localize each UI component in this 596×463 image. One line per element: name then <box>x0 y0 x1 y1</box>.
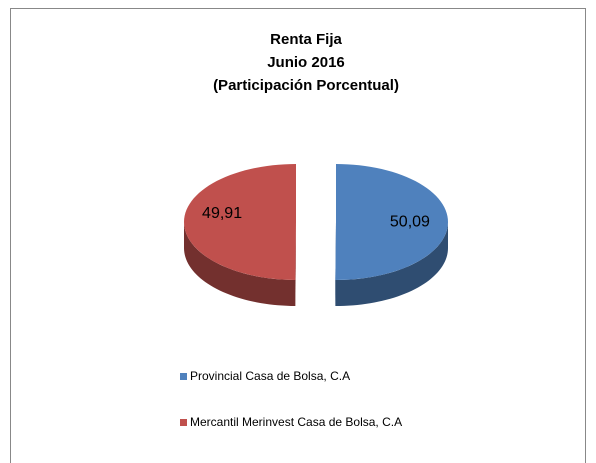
chart-border <box>10 8 586 463</box>
chart-title: Renta Fija <box>270 31 342 48</box>
legend-swatch <box>180 419 187 426</box>
chart-title: (Participación Porcentual) <box>213 77 399 94</box>
slice-face <box>295 222 297 306</box>
data-label: 50,09 <box>390 213 430 230</box>
slice <box>184 164 297 280</box>
legend-label: Mercantil Merinvest Casa de Bolsa, C.A <box>190 415 402 429</box>
chart-title: Junio 2016 <box>267 54 345 71</box>
legend-label: Provincial Casa de Bolsa, C.A <box>190 369 350 383</box>
slice <box>335 164 448 280</box>
data-label: 49,91 <box>202 205 242 222</box>
legend-swatch <box>180 373 187 380</box>
slice-side <box>184 222 296 306</box>
slice-side <box>335 222 448 306</box>
